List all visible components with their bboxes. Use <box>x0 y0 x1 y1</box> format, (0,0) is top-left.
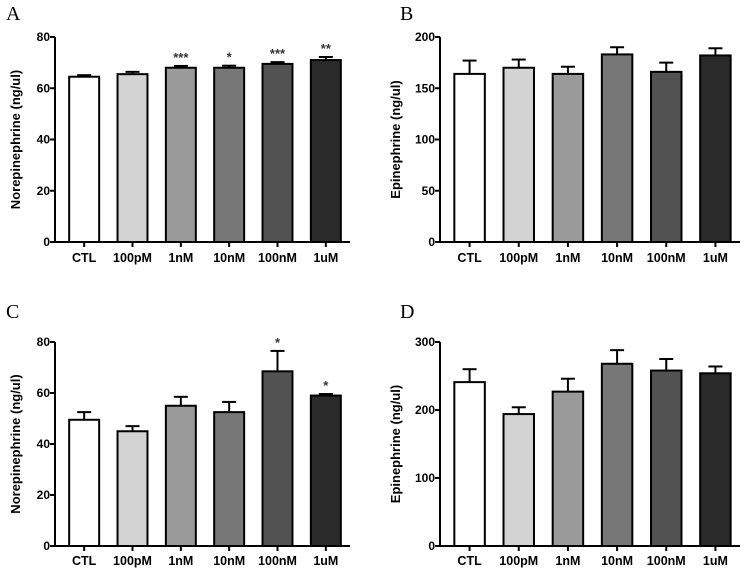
significance-label: *** <box>270 46 286 61</box>
y-tick-label: 20 <box>37 488 51 502</box>
bar <box>699 54 732 244</box>
bar <box>551 72 585 244</box>
x-tick-label: 10nM <box>601 251 633 265</box>
x-tick-label: 100nM <box>258 554 297 568</box>
bar <box>164 404 197 547</box>
bar <box>453 381 486 547</box>
x-tick-label: CTL <box>72 251 97 265</box>
x-tick-label: 10nM <box>213 554 245 568</box>
chart-panel-c: C Norepinephrine (ng/ul) 0 20 40 60 80 CTL 100pM… <box>6 301 350 568</box>
bar <box>68 418 101 547</box>
bar <box>502 413 535 547</box>
y-tick-label: 60 <box>37 386 51 400</box>
chart-panel-a: A Norepinephrine (ng/ul) 0 20 40 60 80 CTL 100pM… <box>6 3 350 265</box>
y-tick-label: 100 <box>415 133 435 147</box>
x-tick-label: 100pM <box>113 554 152 568</box>
bar <box>600 53 634 243</box>
y-axis-title: Norepinephrine (ng/ul) <box>8 374 23 513</box>
x-tick-label: 100nM <box>647 554 686 568</box>
y-axis-title: Epinephrine (ng/ul) <box>388 80 403 198</box>
y-tick-label: 200 <box>415 30 435 44</box>
y-tick-label: 0 <box>43 235 50 249</box>
panel-label: C <box>6 301 19 323</box>
panel-label: A <box>6 3 21 25</box>
y-axis-title: Norepinephrine (ng/ul) <box>8 70 23 209</box>
x-tick-label: 1uM <box>703 554 728 568</box>
chart-panel-d: D Epinephrine (ng/ul) 0 100 200 300 CTL 100pM 1n… <box>388 301 740 568</box>
x-tick-label: 100nM <box>647 251 686 265</box>
y-tick-label: 150 <box>415 81 435 95</box>
y-tick-label: 50 <box>422 184 436 198</box>
y-tick-label: 0 <box>428 235 435 249</box>
x-tick-label: 1nM <box>555 251 580 265</box>
y-tick-label: 80 <box>37 335 51 349</box>
bar <box>261 62 294 243</box>
bar <box>164 66 197 243</box>
bar <box>213 66 246 243</box>
y-tick-label: 300 <box>415 335 435 349</box>
x-tick-label: 1uM <box>313 251 338 265</box>
y-tick-label: 80 <box>37 30 51 44</box>
x-tick-label: 10nM <box>601 554 633 568</box>
x-tick-label: 100nM <box>258 251 297 265</box>
x-tick-label: CTL <box>457 251 482 265</box>
bar <box>213 411 246 547</box>
chart-panel-b: B Epinephrine (ng/ul) 0 50 100 150 200 CTL 100pM… <box>388 3 740 265</box>
x-tick-label: 100pM <box>499 554 538 568</box>
x-tick-label: 100pM <box>499 251 538 265</box>
y-tick-label: 0 <box>43 539 50 553</box>
significance-label: * <box>275 335 281 350</box>
x-tick-label: 1nM <box>555 554 580 568</box>
y-tick-label: 20 <box>37 184 51 198</box>
x-tick-label: CTL <box>72 554 97 568</box>
bar <box>309 394 342 547</box>
panel-label: D <box>400 301 414 323</box>
x-tick-label: CTL <box>457 554 482 568</box>
y-tick-label: 40 <box>37 133 51 147</box>
significance-label: *** <box>173 50 189 65</box>
panel-label: B <box>400 3 413 25</box>
x-tick-label: 10nM <box>213 251 245 265</box>
bar <box>68 75 101 243</box>
bar <box>309 59 342 243</box>
bar <box>551 390 585 548</box>
x-tick-label: 1nM <box>168 554 193 568</box>
bar <box>261 370 294 548</box>
bar <box>453 72 486 244</box>
y-axis-title: Epinephrine (ng/ul) <box>388 385 403 503</box>
x-tick-label: 100pM <box>113 251 152 265</box>
x-tick-label: 1uM <box>313 554 338 568</box>
bar <box>116 430 149 547</box>
significance-label: * <box>323 378 329 393</box>
y-tick-label: 40 <box>37 437 51 451</box>
bar <box>699 372 732 547</box>
y-tick-label: 60 <box>37 81 51 95</box>
x-tick-label: 1nM <box>168 251 193 265</box>
x-tick-label: 1uM <box>703 251 728 265</box>
bar <box>116 73 149 243</box>
y-tick-label: 100 <box>415 471 435 485</box>
significance-label: * <box>227 50 233 65</box>
y-tick-label: 0 <box>428 539 435 553</box>
y-tick-label: 200 <box>415 403 435 417</box>
bar <box>502 66 535 243</box>
significance-label: ** <box>321 41 332 56</box>
bar <box>650 70 683 243</box>
bar <box>650 369 683 547</box>
bar <box>600 362 634 548</box>
